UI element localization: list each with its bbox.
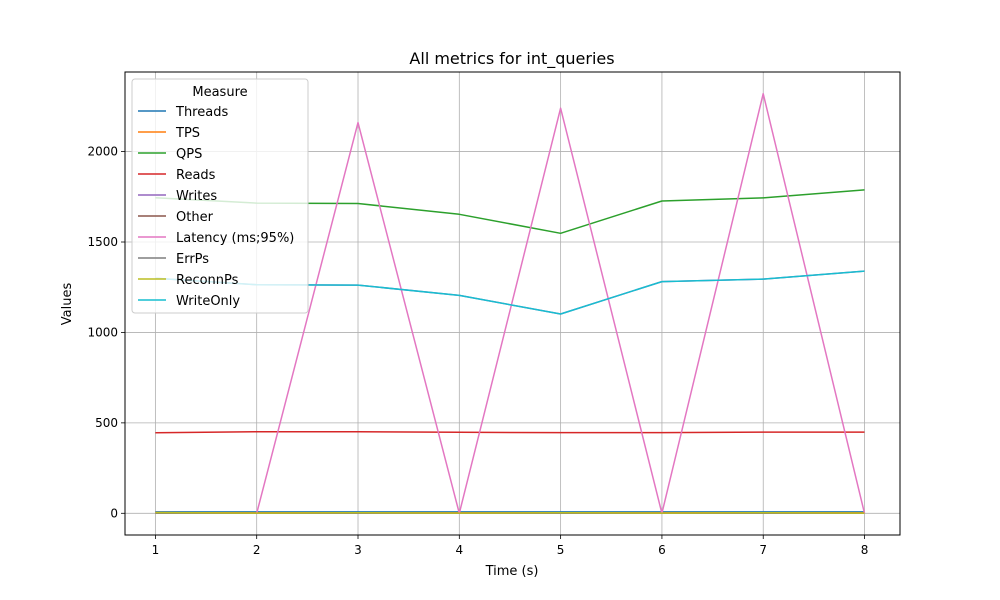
x-tick-label: 1 (152, 543, 160, 557)
y-tick-label: 500 (95, 416, 118, 430)
legend-title: Measure (192, 85, 247, 100)
series-line-6 (155, 92, 866, 515)
legend-label-4: Writes (176, 189, 217, 204)
y-tick-label: 1500 (87, 235, 118, 249)
x-tick-label: 2 (253, 543, 261, 557)
x-tick-label: 4 (455, 543, 463, 557)
x-tick-label: 3 (354, 543, 362, 557)
x-tick-label: 5 (557, 543, 565, 557)
y-tick-label: 2000 (87, 145, 118, 159)
y-tick-label: 1000 (87, 325, 118, 339)
legend-box (131, 78, 309, 314)
legend-label-1: TPS (175, 126, 200, 141)
legend-label-7: ErrPs (176, 252, 209, 267)
x-tick-label: 7 (759, 543, 767, 557)
chart-title: All metrics for int_queries (409, 49, 614, 69)
x-axis-ticks: 1 2 3 4 5 6 7 8 (152, 535, 869, 557)
legend-label-5: Other (176, 210, 214, 225)
x-tick-label: 6 (658, 543, 666, 557)
x-axis-label: Time (s) (485, 564, 539, 579)
legend-label-2: QPS (176, 147, 202, 162)
series-line-3 (155, 430, 865, 434)
series-line-8 (155, 511, 865, 514)
legend-label-8: ReconnPs (176, 273, 239, 288)
legend-label-0: Threads (175, 105, 228, 120)
x-tick-label: 8 (861, 543, 869, 557)
y-axis-ticks: 0 500 1000 1500 2000 (87, 145, 125, 520)
legend: Measure Threads TPS QPS Reads Writes Other Lat… (131, 78, 309, 314)
legend-items: Threads TPS QPS Reads Writes Other Latency (ms… (138, 105, 294, 309)
y-tick-label: 0 (110, 506, 118, 520)
legend-label-3: Reads (176, 168, 216, 183)
legend-label-9: WriteOnly (176, 294, 240, 309)
y-axis-label: Values (60, 283, 75, 326)
legend-label-6: Latency (ms;95%) (176, 231, 294, 246)
plot-frame (124, 71, 901, 536)
